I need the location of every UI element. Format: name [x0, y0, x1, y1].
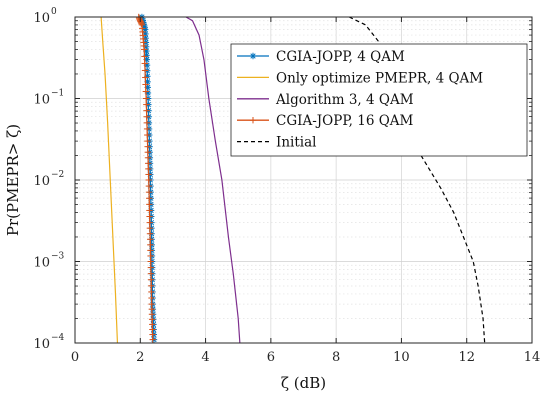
plus-marker	[145, 160, 152, 167]
plus-marker	[148, 282, 155, 290]
plus-marker	[143, 113, 150, 120]
legend-box	[230, 43, 528, 157]
plus-marker	[144, 143, 151, 150]
legend-entry: CGIA-JOPP, 4 QAM	[237, 49, 405, 65]
y-tick-exponent: −4	[51, 333, 65, 343]
plus-marker	[146, 230, 154, 237]
plus-marker	[141, 67, 149, 74]
y-tick-exponent: −1	[51, 89, 64, 99]
series-line	[185, 16, 241, 344]
plus-marker	[144, 137, 151, 145]
series-line	[100, 16, 119, 344]
asterisk-marker	[143, 56, 151, 63]
plus-marker	[141, 46, 148, 53]
plus-marker	[144, 154, 152, 161]
plus-marker	[145, 195, 153, 202]
legend-entry: Only optimize PMEPR, 4 QAM	[237, 70, 483, 86]
plus-marker	[147, 264, 155, 271]
plus-marker	[147, 270, 155, 277]
y-axis-label: Pr(PMEPR> ζ)	[4, 124, 22, 236]
marker-stroke	[142, 35, 149, 41]
legend-entry: Initial	[237, 135, 316, 151]
plus-marker	[249, 117, 257, 124]
legend: CGIA-JOPP, 4 QAM Only optimize PMEPR, 4 Q…	[230, 43, 528, 157]
plus-marker	[142, 88, 150, 95]
y-tick-label: 10	[33, 11, 50, 26]
plus-marker	[146, 201, 153, 208]
plus-marker	[146, 207, 153, 214]
asterisk-marker	[249, 52, 257, 60]
plus-marker	[141, 60, 148, 67]
plus-marker	[147, 258, 154, 265]
legend-label: Only optimize PMEPR, 4 QAM	[276, 70, 483, 86]
series-line	[348, 16, 486, 344]
x-tick-label: 2	[136, 350, 144, 365]
plus-marker	[147, 247, 154, 254]
series-cgia-jopp-16-qam	[135, 13, 156, 343]
plus-marker	[142, 74, 149, 81]
x-tick-label: 4	[201, 350, 209, 365]
plus-marker	[146, 224, 154, 232]
x-tick-label: 12	[458, 350, 475, 365]
x-tick-label: 10	[393, 350, 410, 365]
marker-stroke	[250, 53, 256, 59]
y-tick-exponent: 0	[51, 7, 57, 17]
legend-label: CGIA-JOPP, 16 QAM	[276, 113, 414, 129]
plus-marker	[141, 53, 148, 60]
plus-marker	[146, 213, 153, 220]
x-tick-label: 0	[71, 350, 79, 365]
plus-marker	[145, 176, 152, 184]
marker-stroke	[142, 26, 148, 33]
plus-marker	[142, 95, 150, 102]
legend-entry: Algorithm 3, 4 QAM	[237, 92, 414, 108]
series-layer	[100, 13, 486, 344]
plus-marker	[144, 149, 152, 156]
plus-marker	[149, 336, 156, 343]
y-tick-exponent: −2	[51, 170, 64, 180]
legend-entry: CGIA-JOPP, 16 QAM	[237, 113, 414, 129]
plus-marker	[148, 294, 155, 302]
plus-marker	[148, 288, 155, 296]
plus-marker	[143, 119, 151, 127]
series-only-optimize-pmepr-4-qam	[100, 16, 119, 344]
y-tick-label: 10	[33, 174, 50, 189]
plus-marker	[143, 125, 151, 133]
y-tick-label: 10	[33, 93, 50, 108]
y-tick-label: 10	[33, 256, 50, 271]
plus-marker	[142, 81, 149, 88]
plus-marker	[144, 131, 151, 139]
plus-marker	[146, 219, 153, 226]
series-algorithm-3-4-qam	[185, 16, 241, 344]
marker-stroke	[144, 56, 150, 63]
plus-marker	[145, 188, 153, 196]
x-axis-label: ζ (dB)	[281, 374, 326, 392]
y-tick-label: 10	[33, 337, 50, 352]
legend-label: Initial	[276, 135, 316, 151]
plus-marker	[145, 182, 153, 190]
x-tick-label: 6	[267, 350, 275, 365]
plus-marker	[143, 101, 150, 108]
plus-marker	[145, 171, 152, 178]
x-tick-label: 14	[524, 350, 541, 365]
x-tick-label: 8	[332, 350, 340, 365]
y-tick-exponent: −3	[51, 252, 65, 262]
plus-marker	[147, 276, 155, 283]
plus-marker	[143, 107, 150, 114]
plus-marker	[146, 236, 154, 243]
plus-marker	[147, 241, 154, 249]
plus-marker	[145, 165, 152, 173]
plus-marker	[147, 252, 154, 260]
legend-label: CGIA-JOPP, 4 QAM	[276, 49, 405, 65]
legend-label: Algorithm 3, 4 QAM	[275, 92, 414, 108]
series-initial	[348, 16, 486, 344]
